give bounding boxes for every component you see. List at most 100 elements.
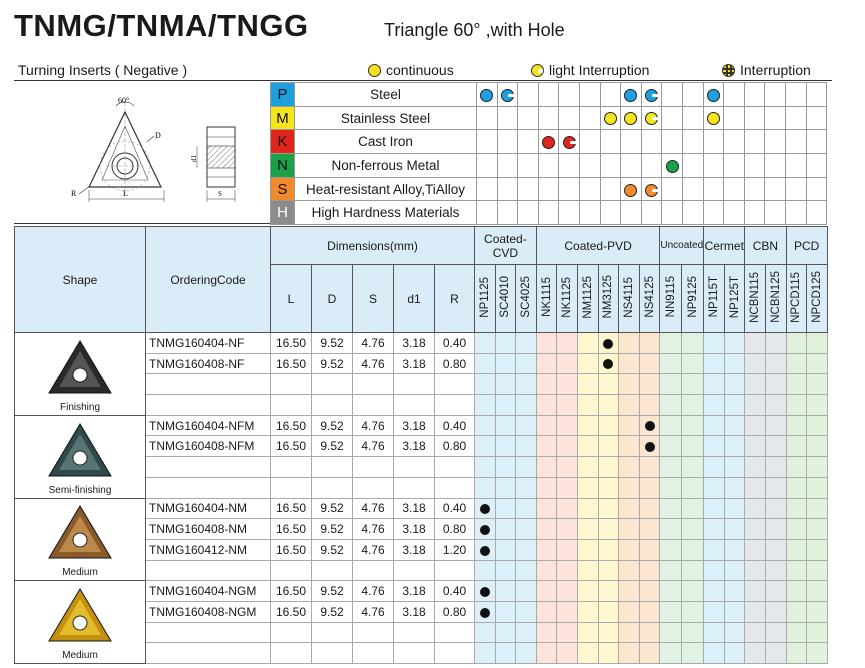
continuous-icon: [542, 136, 556, 150]
l-label: L: [123, 189, 128, 198]
material-row-m: M Stainless Steel: [270, 105, 828, 131]
grade-cell: [494, 600, 517, 623]
material-grade-cell: [702, 176, 725, 202]
table-row: [15, 476, 828, 499]
material-grade-cell: [537, 82, 560, 107]
grade-cell: [703, 456, 725, 478]
grade-cell: [474, 352, 496, 375]
grade-cell: [576, 476, 599, 499]
legend-light: light Interruption: [531, 62, 649, 78]
grade-cell: [659, 373, 683, 396]
dim-l: [270, 621, 312, 644]
dim-s: 4.76: [352, 600, 394, 623]
material-code: P: [270, 82, 295, 107]
grade-cell: [618, 332, 640, 354]
material-grade-cell: [723, 129, 745, 155]
dim-s: 4.76: [352, 580, 394, 602]
grade-cell: [618, 518, 640, 540]
grade-cell: [576, 642, 599, 664]
dim-s: 4.76: [352, 518, 394, 540]
grade-cell: [474, 456, 496, 478]
grade-cell: [618, 435, 640, 458]
grade-cell: [494, 621, 517, 644]
grade-col-header: SC4010: [494, 264, 517, 333]
dim-d: [311, 559, 353, 582]
material-grade-cell: [640, 129, 663, 155]
grade-label: NP125T: [728, 275, 741, 319]
grade-cell: [597, 642, 620, 664]
dim-d: [311, 621, 353, 644]
grade-cell: [556, 414, 578, 437]
grade-cell: [806, 456, 828, 478]
grade-cell: [703, 497, 725, 520]
interruption-icon: [722, 63, 735, 77]
material-grade-cell: [702, 105, 725, 131]
material-grade-cell: [681, 153, 704, 178]
grade-cell: [618, 621, 640, 644]
grade-cell: [535, 538, 558, 561]
dim-d: 9.52: [311, 414, 353, 437]
material-grade-cell: [558, 176, 580, 202]
grade-cell: [659, 600, 683, 623]
dim-col-header: d1: [393, 264, 435, 333]
grade-cell: [806, 414, 828, 437]
continuous-icon: [665, 159, 679, 173]
dim-d1: 3.18: [393, 435, 435, 458]
ordering-code: [145, 621, 271, 644]
ordering-code: [145, 642, 271, 664]
grade-cell: [535, 497, 558, 520]
grade-cell: [723, 332, 746, 354]
dim-r: [434, 373, 475, 396]
material-grade-cell: [476, 153, 498, 178]
grade-cell: [806, 559, 828, 582]
dim-d: [311, 476, 353, 499]
material-code: N: [270, 153, 295, 178]
grade-label: NK1115: [540, 277, 553, 317]
material-code: K: [270, 129, 295, 155]
dim-l: 16.50: [270, 580, 312, 602]
material-grade-cell: [661, 129, 683, 155]
grade-cell: [703, 580, 725, 602]
dim-r: [434, 621, 475, 644]
dim-s: 4.76: [352, 435, 394, 458]
material-grade-cell: [805, 176, 828, 202]
dim-d: 9.52: [311, 580, 353, 602]
grade-cell: [618, 476, 640, 499]
material-grade-cell: [517, 176, 539, 202]
grade-group-header: Cermet: [703, 226, 746, 265]
material-row-n: N Non-ferrous Metal: [270, 153, 828, 178]
dim-r: 0.80: [434, 435, 475, 458]
grade-cell: [659, 497, 683, 520]
material-grade-cell: [620, 129, 642, 155]
grade-cell: [744, 352, 766, 375]
material-grade-cell: [805, 153, 828, 178]
light-interruption-icon: [500, 88, 515, 102]
dim-d1: 3.18: [393, 352, 435, 375]
grade-cell: [474, 621, 496, 644]
grade-cell: [703, 352, 725, 375]
material-grade-cell: [661, 200, 683, 226]
material-grade-cell: [620, 82, 642, 107]
grade-cell: [806, 600, 828, 623]
grade-cell: [785, 538, 808, 561]
material-grade-cell: [620, 200, 642, 226]
grade-cell: [556, 518, 578, 540]
material-grade-cell: [723, 176, 745, 202]
grade-cell: [806, 621, 828, 644]
light-interruption-icon: [562, 136, 577, 150]
legend-continuous: continuous: [368, 62, 454, 78]
dim-d: 9.52: [311, 332, 353, 354]
grade-cell: [515, 600, 537, 623]
dim-d1: 3.18: [393, 580, 435, 602]
grade-cell: [638, 642, 661, 664]
material-grade-cell: [743, 153, 766, 178]
angle-label: 60°: [118, 96, 129, 105]
grade-cell: [681, 538, 705, 561]
grade-col-header: NN9115: [659, 264, 683, 333]
grade-col-header: NP115T: [703, 264, 725, 333]
grade-cell: [659, 435, 683, 458]
grade-label: NS4125: [643, 276, 656, 318]
grade-cell: [515, 497, 537, 520]
material-grade-cell: [702, 129, 725, 155]
grade-cell: [785, 476, 808, 499]
